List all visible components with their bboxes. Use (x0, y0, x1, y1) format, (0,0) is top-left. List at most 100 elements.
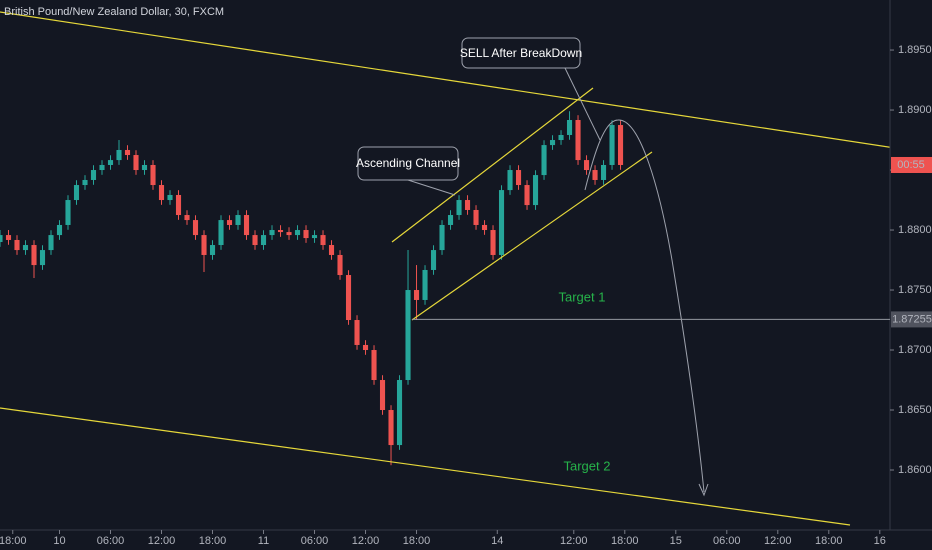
candle-body (107, 160, 114, 165)
annotation: SELL After BreakDown (460, 46, 582, 60)
candle-body (617, 125, 624, 165)
candle-body (201, 235, 207, 255)
candle-body (566, 119, 573, 135)
x-tick-label: 12:00 (352, 535, 380, 547)
candle-body (286, 232, 292, 236)
candle-body (609, 125, 615, 165)
candle-body (65, 200, 71, 225)
candle-body (133, 155, 139, 171)
x-tick-label: 18:00 (815, 535, 843, 547)
ascending-channel-upper (391, 87, 594, 243)
candle-body (532, 175, 539, 206)
candle-body (294, 230, 301, 236)
countdown-box (891, 156, 932, 173)
candle-body (405, 290, 411, 381)
y-tick-label: 1.89000 (898, 104, 932, 116)
candle-body (422, 269, 428, 300)
candle-body (439, 224, 445, 251)
y-tick-label: 1.86500 (898, 404, 932, 416)
x-tick-label: 18:00 (0, 535, 27, 547)
candle-body (498, 190, 505, 255)
candle-body (14, 239, 20, 251)
candle-body (158, 185, 165, 201)
candle-body (175, 194, 182, 216)
candle-body (226, 220, 233, 225)
candle-body (345, 275, 352, 321)
candle-body (600, 164, 607, 180)
candle-body (592, 170, 598, 180)
candle-body (5, 235, 12, 240)
candle-body (277, 230, 284, 233)
candle-body (48, 235, 54, 251)
candle-body (583, 160, 590, 171)
price-label-box (891, 311, 932, 328)
candle-body (490, 230, 496, 255)
candle-body (464, 200, 471, 210)
candle-body (388, 410, 394, 446)
candle-body (218, 220, 224, 246)
candle-body (39, 250, 46, 266)
chart-title: British Pound/New Zealand Dollar, 30, FX… (4, 6, 224, 18)
callout-pointer (564, 67, 601, 141)
candle-body (507, 170, 513, 191)
candle-body (311, 235, 318, 239)
candle-body (354, 320, 360, 345)
x-tick-label: 12:00 (148, 535, 176, 547)
countdown-label: 00:55 (897, 159, 925, 171)
candle-body (524, 185, 530, 206)
callout-box (461, 37, 581, 69)
candle-body (192, 220, 199, 236)
candle-body (260, 235, 267, 246)
target-label: Target 1 (559, 289, 606, 304)
candle-body (243, 215, 250, 236)
candle-body (167, 194, 173, 201)
x-tick-label: 18:00 (611, 535, 639, 547)
candle-body (575, 119, 581, 161)
y-tick-label: 1.89500 (898, 44, 932, 56)
candle-body (150, 164, 156, 186)
candle-body (99, 164, 105, 171)
candle-body (430, 250, 437, 270)
callout-box (357, 146, 459, 181)
candle-body (209, 245, 216, 255)
candle-body (481, 224, 488, 231)
candle-body (396, 380, 403, 446)
x-tick-label: 14 (491, 535, 503, 547)
x-tick-label: 18:00 (403, 535, 431, 547)
x-tick-label: 11 (258, 535, 269, 547)
candle-body (371, 350, 377, 381)
price-label: 1.87255 (892, 313, 932, 325)
x-tick-label: 15 (670, 535, 682, 547)
x-tick-label: 10 (53, 535, 65, 547)
candle-body (124, 149, 131, 156)
candle-body (541, 145, 547, 176)
annotation: Ascending Channel (356, 156, 460, 170)
candle-body (184, 215, 190, 221)
candle-body (328, 245, 335, 255)
candle-body (73, 185, 80, 201)
projection-curve (584, 119, 705, 493)
y-tick-label: 1.88000 (898, 224, 932, 236)
channel-line (0, 11, 896, 149)
candle-body (515, 170, 522, 186)
ascending-channel-lower (411, 151, 653, 321)
candle-body (320, 235, 326, 246)
candle-body (0, 235, 3, 243)
x-tick-label: 06:00 (713, 535, 741, 547)
y-axis-panel (890, 0, 932, 550)
x-tick-label: 06:00 (301, 535, 329, 547)
candle-body (473, 209, 479, 225)
candle-body (362, 344, 369, 351)
target-label: Target 2 (564, 458, 611, 473)
y-tick-label: 1.86000 (898, 464, 932, 476)
callout-pointer (407, 179, 456, 196)
candle-body (558, 134, 564, 141)
candle-body (269, 230, 275, 236)
x-tick-label: 12:00 (764, 535, 792, 547)
candle-body (141, 164, 148, 171)
candle-body (22, 245, 29, 251)
x-tick-label: 12:00 (560, 535, 588, 547)
x-tick-label: 18:00 (199, 535, 227, 547)
